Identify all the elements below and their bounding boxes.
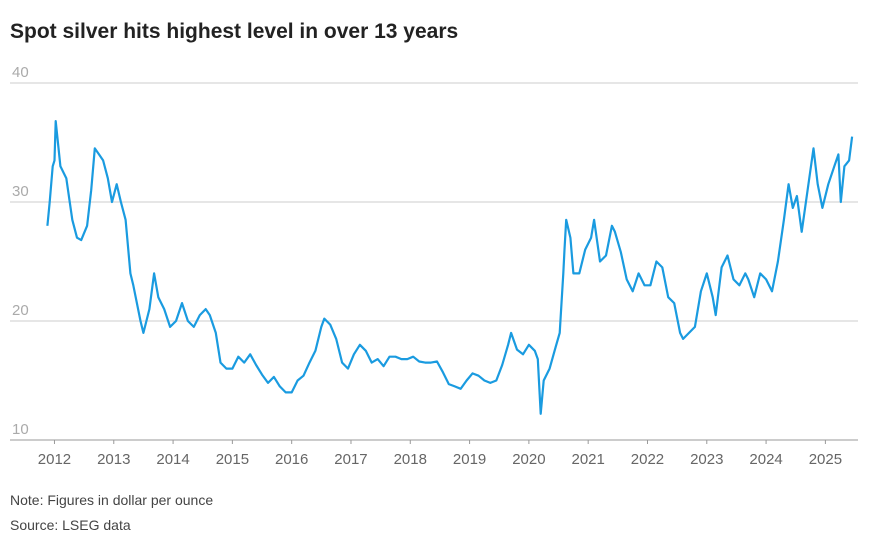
x-tick-label: 2018 bbox=[394, 451, 427, 468]
x-tick-label: 2023 bbox=[690, 451, 723, 468]
x-tick-label: 2024 bbox=[749, 451, 782, 468]
note: Note: Figures in dollar per ounce bbox=[10, 492, 213, 508]
y-tick-label: 40 bbox=[12, 64, 29, 81]
x-tick-label: 2017 bbox=[334, 451, 367, 468]
x-tick-label: 2014 bbox=[156, 451, 189, 468]
x-tick-label: 2012 bbox=[38, 451, 71, 468]
x-tick-label: 2021 bbox=[571, 451, 604, 468]
x-tick-label: 2013 bbox=[97, 451, 130, 468]
y-tick-label: 30 bbox=[12, 183, 29, 200]
x-tick-label: 2019 bbox=[453, 451, 486, 468]
chart-title: Spot silver hits highest level in over 1… bbox=[10, 20, 458, 43]
source: Source: LSEG data bbox=[10, 517, 131, 533]
x-tick-label: 2016 bbox=[275, 451, 308, 468]
x-tick-label: 2015 bbox=[216, 451, 249, 468]
x-tick-label: 2020 bbox=[512, 451, 545, 468]
y-tick-label: 10 bbox=[12, 421, 29, 438]
y-tick-label: 20 bbox=[12, 302, 29, 319]
x-tick-label: 2025 bbox=[809, 451, 842, 468]
price-line bbox=[46, 120, 854, 415]
x-tick-label: 2022 bbox=[631, 451, 664, 468]
